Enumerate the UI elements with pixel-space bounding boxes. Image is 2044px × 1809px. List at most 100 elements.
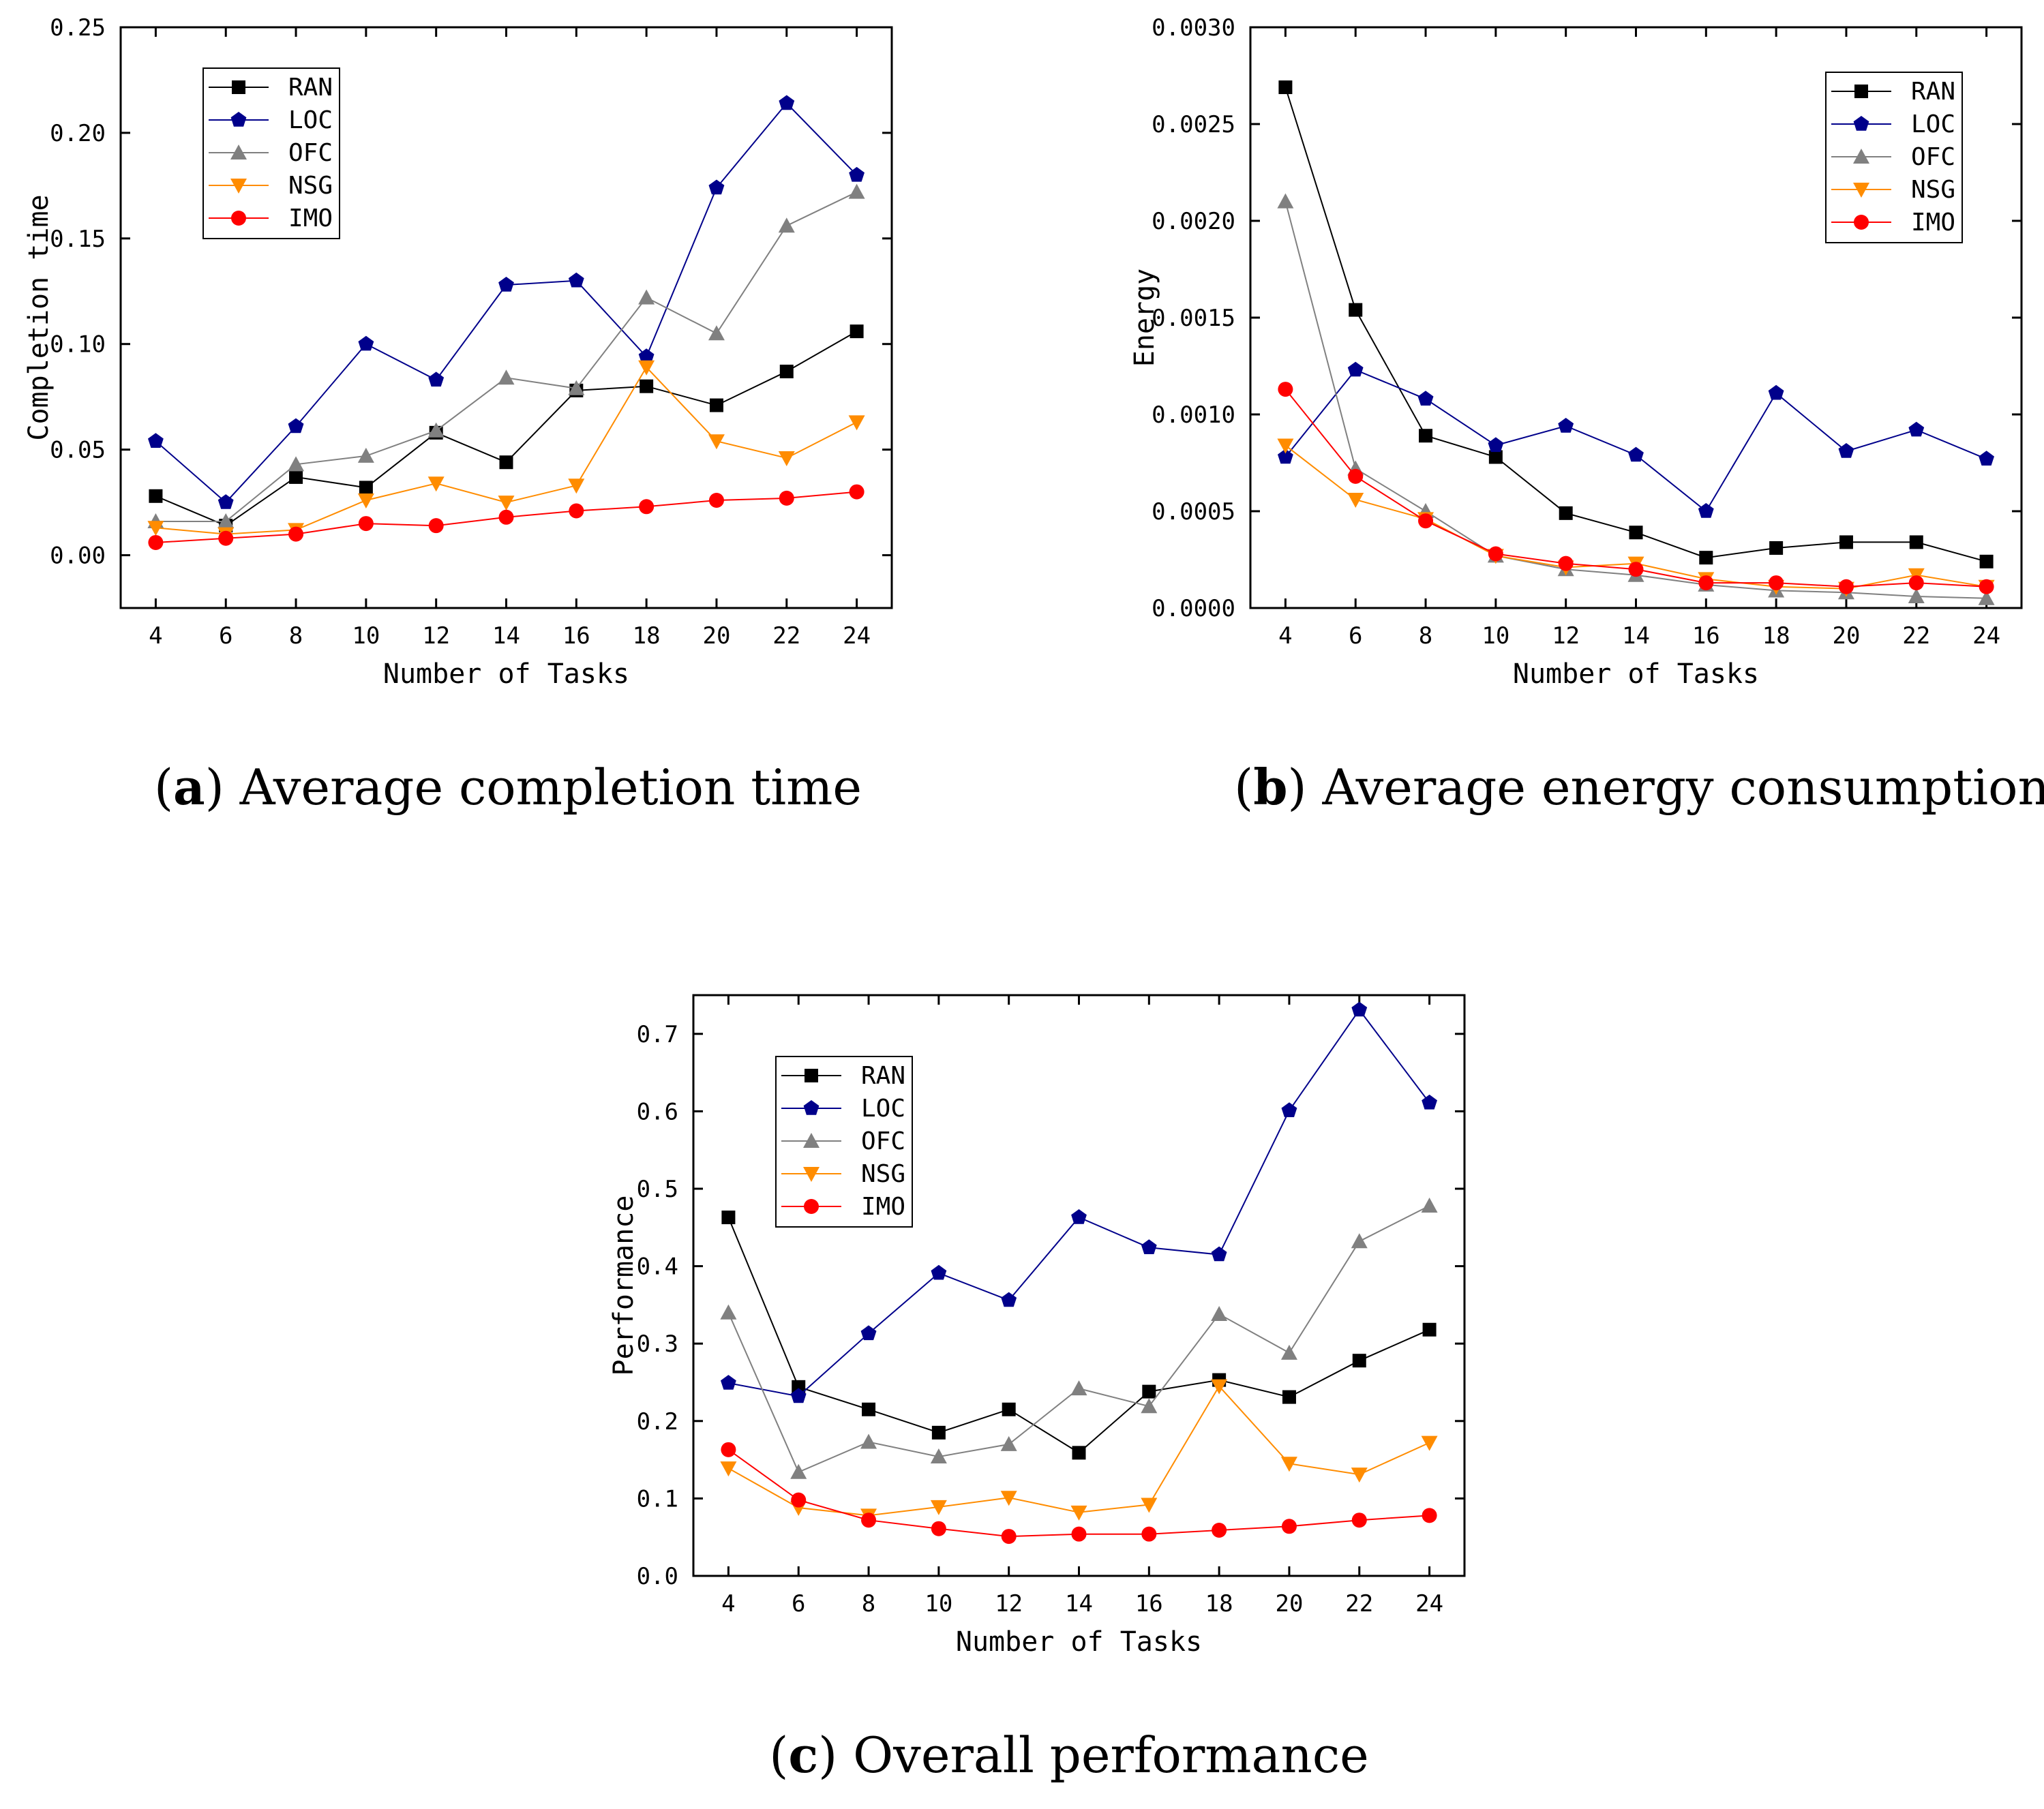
y-axis-title: Energy (1129, 269, 1160, 367)
data-point-ran (1629, 526, 1643, 540)
data-point-ran (1699, 551, 1713, 565)
data-point-ofc (638, 289, 655, 305)
data-point-imo (1281, 1519, 1297, 1534)
series-loc (148, 95, 865, 509)
data-point-loc (498, 277, 514, 292)
data-point-loc (1351, 1001, 1368, 1017)
data-point-nsg (1277, 438, 1294, 454)
y-tick-label: 0.0005 (1152, 498, 1235, 526)
data-point-ofc (1351, 1233, 1368, 1249)
x-tick-label: 4 (1278, 622, 1292, 650)
caption-open-paren: ( (154, 759, 173, 816)
series-ofc (1277, 193, 1995, 605)
data-point-ran (1839, 535, 1853, 549)
data-point-ran (1419, 429, 1433, 443)
data-point-ran (1559, 506, 1573, 520)
data-point-loc (860, 1325, 877, 1341)
legend-label-nsg: NSG (288, 172, 333, 200)
data-point-nsg (1070, 1505, 1087, 1521)
data-point-ran (289, 470, 303, 484)
legend-label-loc: LOC (861, 1095, 905, 1123)
legend-marker-ran (805, 1069, 818, 1082)
x-tick-label: 12 (422, 622, 450, 650)
x-tick-label: 16 (562, 622, 590, 650)
data-point-loc (1838, 443, 1854, 458)
x-tick-label: 4 (721, 1590, 735, 1617)
y-tick-label: 0.25 (50, 14, 106, 42)
data-point-ofc (568, 380, 585, 395)
data-point-ofc (1908, 588, 1925, 603)
data-point-ofc (778, 217, 795, 233)
data-point-loc (148, 433, 164, 448)
data-point-nsg (1141, 1498, 1158, 1513)
data-point-imo (721, 1442, 736, 1457)
data-point-ofc (1280, 1344, 1297, 1360)
data-point-imo (1071, 1526, 1087, 1542)
data-point-ran (709, 398, 723, 412)
data-point-imo (148, 534, 164, 550)
data-point-imo (498, 509, 514, 525)
y-tick-label: 0.0000 (1152, 595, 1235, 622)
legend-marker-ran (1854, 85, 1868, 98)
data-point-loc (931, 1264, 947, 1280)
series-nsg (147, 360, 865, 543)
data-point-ofc (1141, 1398, 1158, 1414)
data-point-imo (1698, 575, 1714, 591)
legend-marker-imo (804, 1199, 819, 1214)
x-tick-label: 10 (925, 1590, 952, 1617)
data-point-ofc (1211, 1306, 1228, 1322)
legend-marker-loc (803, 1100, 820, 1115)
data-point-loc (1347, 361, 1364, 377)
caption-letter: c (788, 1726, 818, 1784)
y-tick-label: 0.0020 (1152, 208, 1235, 235)
data-point-ofc (217, 513, 235, 528)
data-point-nsg (427, 476, 445, 492)
x-tick-label: 8 (1419, 622, 1432, 650)
data-point-imo (791, 1492, 807, 1508)
legend-marker-loc (1853, 116, 1869, 131)
legend-label-loc: LOC (1911, 110, 1955, 138)
x-tick-label: 22 (772, 622, 800, 650)
data-point-ran (1142, 1384, 1156, 1399)
y-tick-label: 0.0010 (1152, 401, 1235, 429)
x-tick-label: 20 (702, 622, 730, 650)
y-tick-label: 0.00 (50, 543, 106, 570)
data-point-imo (1212, 1522, 1227, 1538)
data-point-imo (1001, 1529, 1017, 1545)
legend-label-ofc: OFC (1911, 143, 1955, 171)
data-point-ofc (1421, 1197, 1438, 1213)
legend-marker-imo (1854, 215, 1869, 230)
legend-label-nsg: NSG (1911, 176, 1955, 204)
series-loc (1278, 361, 1994, 518)
data-point-ran (1349, 303, 1363, 317)
y-tick-label: 0.3 (637, 1331, 678, 1358)
data-point-imo (708, 492, 724, 508)
data-point-loc (1417, 391, 1434, 406)
legend-marker-nsg (803, 1167, 820, 1182)
data-point-loc (217, 494, 234, 509)
data-point-ran (721, 1211, 736, 1225)
data-point-ran (792, 1380, 806, 1394)
data-point-imo (1908, 575, 1924, 591)
legend-marker-nsg (1853, 183, 1869, 198)
data-point-ran (862, 1402, 876, 1416)
data-point-loc (721, 1375, 736, 1390)
legend: RAN LOC OFC NSG IMO (775, 1056, 913, 1228)
data-point-ofc (790, 1463, 807, 1479)
data-point-nsg (720, 1461, 737, 1477)
data-point-ran (1278, 80, 1293, 95)
legend-label-ofc: OFC (288, 139, 333, 167)
x-tick-label: 24 (1415, 1590, 1443, 1617)
caption-close-paren: ) (205, 759, 224, 816)
y-tick-label: 0.0025 (1152, 111, 1235, 138)
data-point-imo (1979, 579, 1994, 594)
data-point-nsg (930, 1500, 947, 1515)
data-point-ofc (1978, 590, 1995, 605)
data-point-imo (1558, 556, 1574, 571)
data-point-ran (1769, 541, 1784, 555)
series-ran (721, 1211, 1437, 1460)
data-point-nsg (638, 360, 655, 376)
series-ofc (147, 183, 865, 528)
data-point-imo (358, 516, 374, 532)
